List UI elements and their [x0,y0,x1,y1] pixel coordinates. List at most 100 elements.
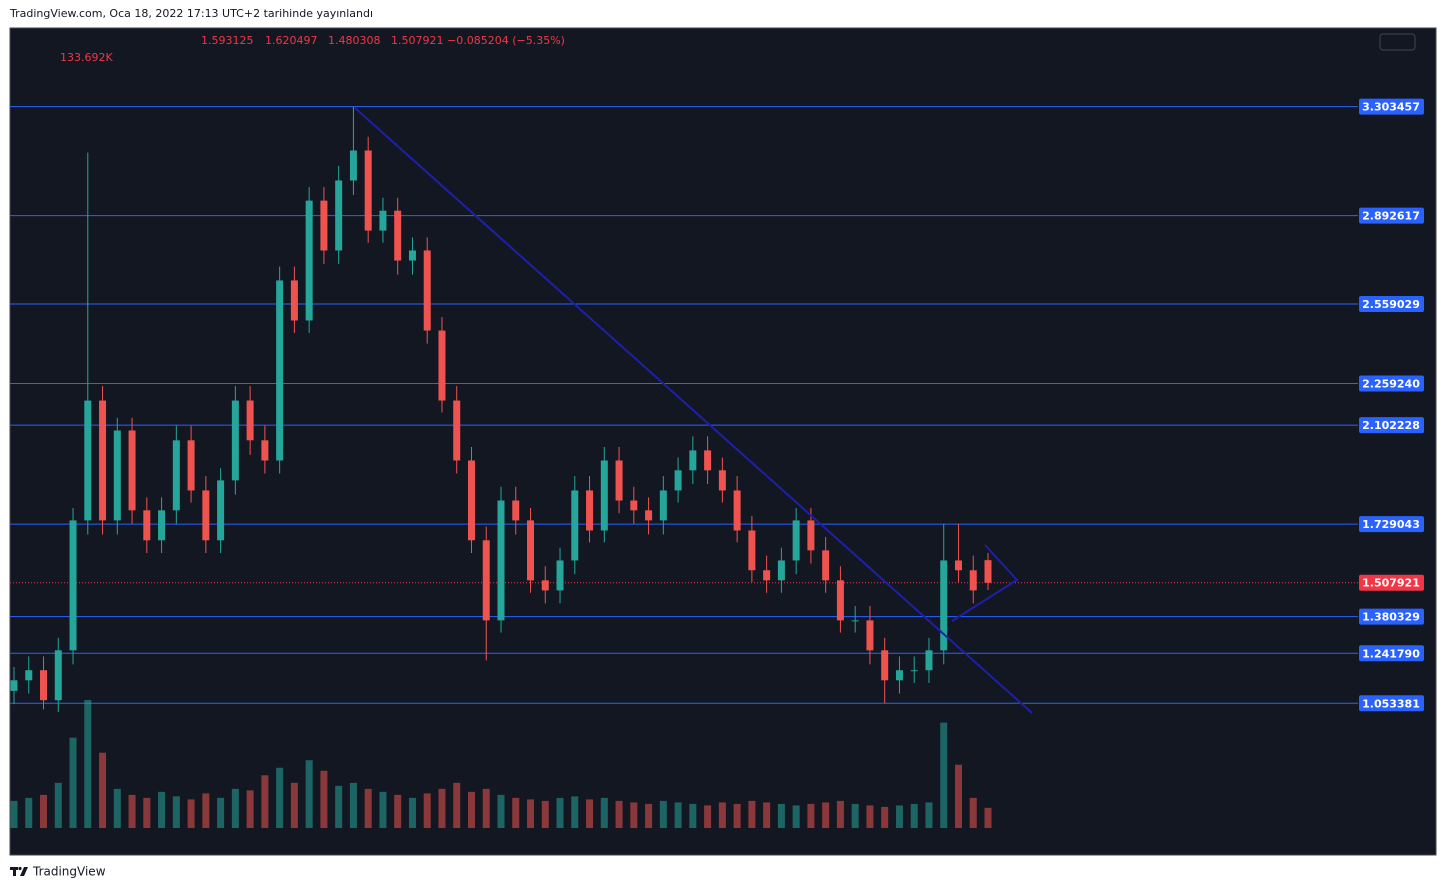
volume-bar [231,788,239,828]
candle-body [394,210,402,261]
volume-bar [408,797,416,828]
ohlc-high: 1.620497 [265,34,318,47]
level-tag [1359,516,1424,533]
volume-bar [807,803,815,828]
volume-bar [969,797,977,828]
level-label: 1.729043 [1362,518,1420,531]
candle-body [895,670,903,681]
level-label: 2.892617 [1362,210,1420,223]
volume-bar [851,803,859,828]
volume-bar [497,794,505,828]
candle-body [158,510,166,541]
level-tag [1359,375,1424,392]
candle-body [910,670,918,672]
candle-body [349,150,357,181]
volume-bar [527,799,535,828]
candle-body [40,670,48,701]
volume-bar [335,785,343,828]
volume-bar [202,793,210,828]
level-tag [1359,695,1424,712]
volume-bar [984,807,992,828]
volume-bar [674,802,682,828]
volume-bar [217,797,225,828]
candle-body [408,250,416,261]
candle-body [25,670,33,681]
candle-body [836,580,844,621]
volume-bar [99,752,107,828]
candle-body [556,560,564,591]
candle-body [143,510,151,541]
volume-bar [364,788,372,828]
triangle-pattern [951,544,1019,622]
candle-body [217,480,225,541]
volume-label: 133.692K [60,51,113,64]
candle-body [423,250,431,331]
candle-body [99,400,107,521]
candle-body [586,490,594,531]
volume-bar [54,782,62,828]
volume-bar [10,800,18,828]
candle-body [851,620,859,622]
volume-bar [910,803,918,828]
candle-body [84,400,92,521]
candle-body [379,210,387,231]
level-label: 1.241790 [1362,647,1420,660]
candle-body [276,280,284,461]
candle-body [69,520,77,651]
candle-body [541,580,549,591]
candle-body [822,550,830,581]
brand-logo [10,866,28,876]
level-tag [1359,608,1424,625]
volume-bar [718,802,726,828]
candle-body [202,490,210,541]
volume-bar [143,797,151,828]
ohlc-open: 1.593125 [201,34,254,47]
candle-body [497,500,505,621]
price-tag [1359,574,1424,591]
candle-body [704,450,712,471]
volume-bar [659,800,667,828]
volume-bar [320,770,328,828]
candle-body [645,510,653,521]
ohlc-low: 1.480308 [328,34,381,47]
volume-bar [925,802,933,828]
volume-bar [733,803,741,828]
volume-bar [777,803,785,828]
candle-body [571,490,579,561]
volume-bar [556,797,564,828]
candle-body [305,200,313,321]
candle-body [172,440,180,511]
candle-body [984,560,992,583]
volume-bar [276,767,284,828]
level-label: 2.559029 [1362,298,1420,311]
candle-body [630,500,638,511]
candle-body [453,400,461,461]
candle-body [482,540,490,621]
volume-bar [940,722,948,828]
candle-body [261,440,269,461]
volume-bar [512,797,520,828]
volume-bar [158,791,166,828]
candle-body [866,620,874,651]
chart-button[interactable] [1379,33,1416,51]
volume-bar [866,805,874,828]
volume-bar [645,803,653,828]
trend-line [354,107,1033,714]
volume-bar [349,782,357,828]
volume-bar [305,760,313,828]
candle-body [807,520,815,551]
candle-body [763,570,771,581]
candle-body [231,400,239,481]
volume-bar [630,802,638,828]
volume-bar [571,796,579,828]
candle-body [527,520,535,581]
candle-body [674,470,682,491]
volume-bar [748,800,756,828]
volume-bar [128,794,136,828]
candle-body [600,460,608,531]
candle-body [113,430,121,521]
candle-body [512,500,520,521]
candle-body [615,460,623,501]
